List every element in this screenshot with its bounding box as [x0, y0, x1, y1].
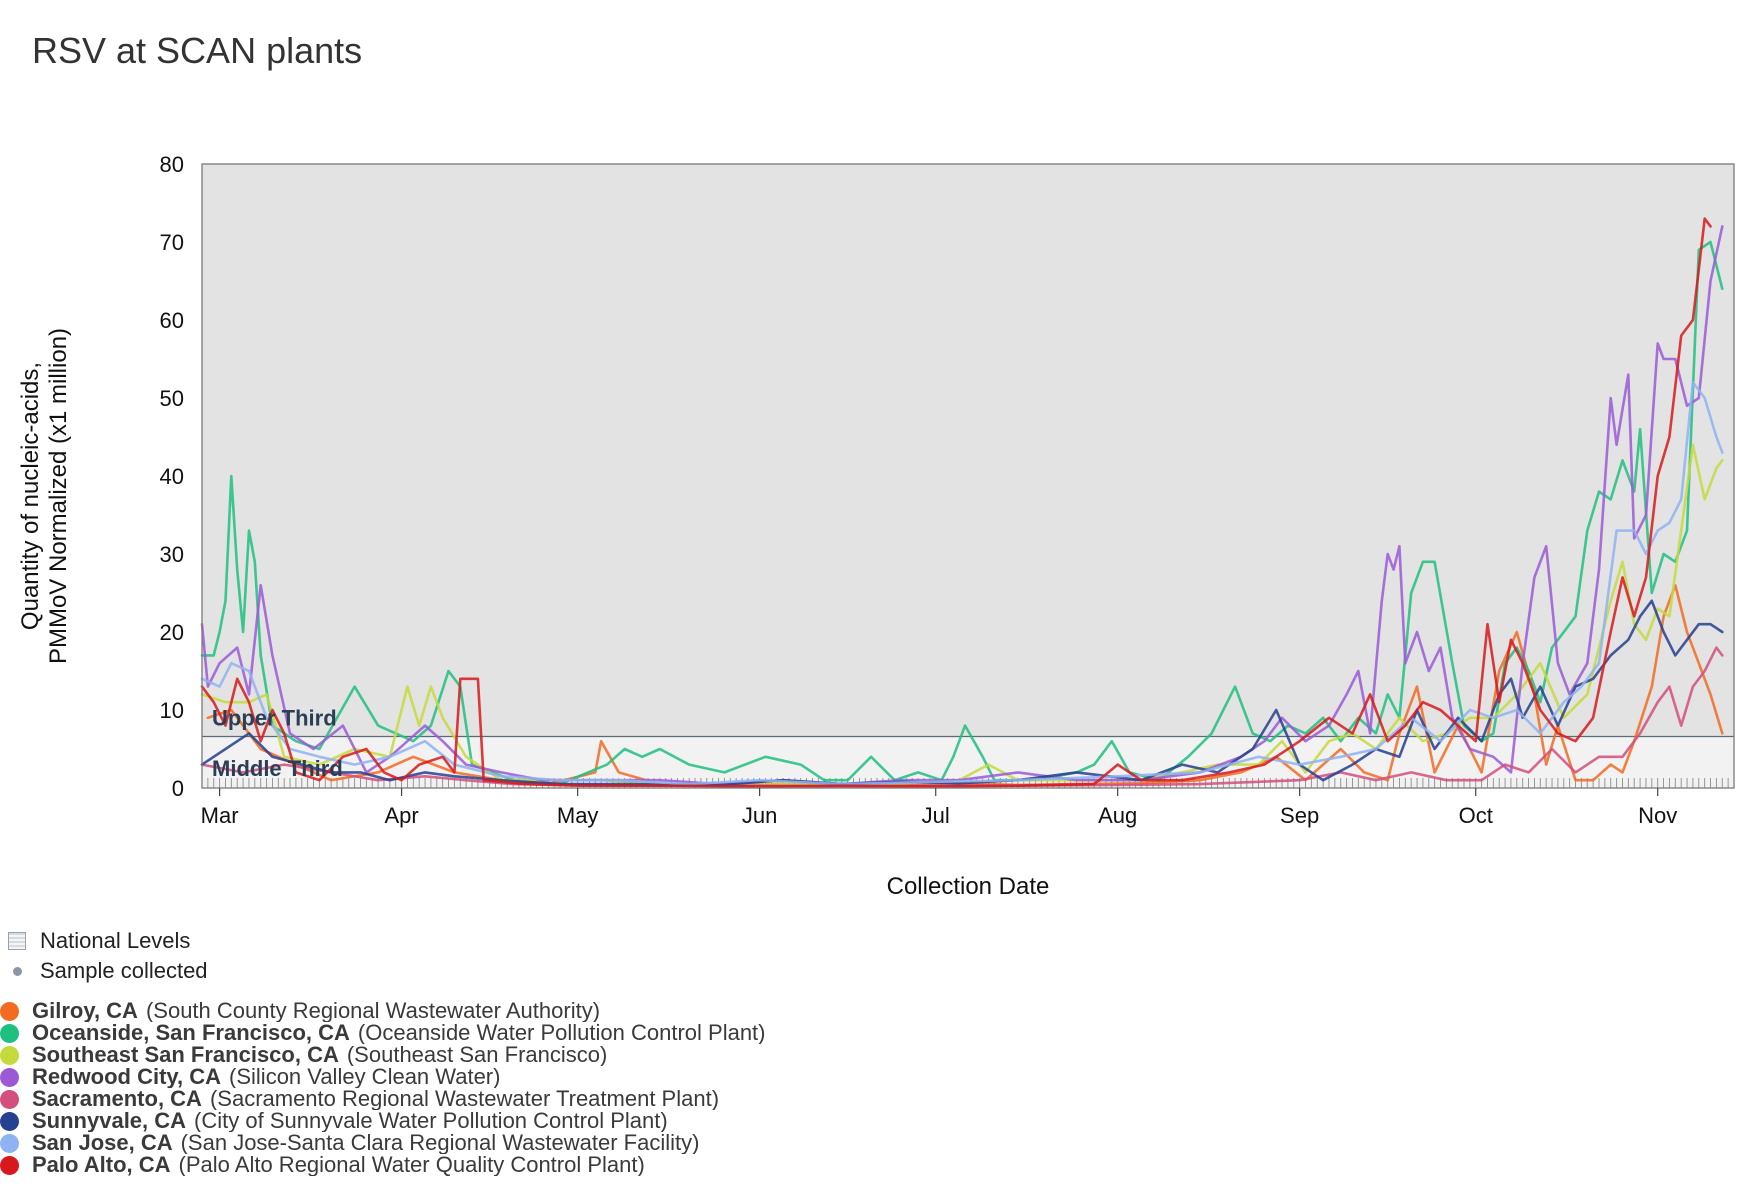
plant-color-dot-icon: [0, 1155, 19, 1175]
plant-name: Sunnyvale, CA: [32, 1110, 187, 1132]
legend-plant-1[interactable]: Oceanside, San Francisco, CA (Oceanside W…: [0, 1022, 766, 1044]
legend-sample-collected[interactable]: Sample collected: [0, 958, 208, 984]
x-tick-label: May: [557, 803, 599, 828]
sample-dot-icon: [8, 962, 26, 980]
band-label-upper: Upper Third: [212, 706, 337, 731]
x-tick-label: Jun: [742, 803, 777, 828]
legend-plant-3[interactable]: Redwood City, CA (Silicon Valley Clean Wa…: [0, 1066, 500, 1088]
plant-name: Palo Alto, CA: [32, 1154, 171, 1176]
plant-name: Oceanside, San Francisco, CA: [32, 1022, 350, 1044]
page-title: RSV at SCAN plants: [32, 30, 363, 71]
plant-name: Redwood City, CA: [32, 1066, 222, 1088]
plant-name: Gilroy, CA: [32, 1000, 138, 1022]
plant-name: Sacramento, CA: [32, 1088, 202, 1110]
plant-color-dot-icon: [0, 1089, 19, 1109]
series-line-4[interactable]: [200, 646, 1724, 788]
band-label-middle: Middle Third: [212, 756, 343, 781]
legend-plant-4[interactable]: Sacramento, CA (Sacramento Regional Waste…: [0, 1088, 719, 1110]
y-tick-label: 20: [160, 620, 184, 645]
plant-color-dot-icon: [0, 1045, 19, 1065]
y-axis-label-line: Quantity of nucleic-acids,: [17, 362, 44, 630]
plant-facility: (South County Regional Wastewater Author…: [145, 1000, 601, 1022]
legend-plant-0[interactable]: Gilroy, CA (South County Regional Wastewa…: [0, 1000, 600, 1022]
y-tick-label: 0: [172, 776, 184, 801]
plant-facility: (City of Sunnyvale Water Pollution Contr…: [194, 1110, 668, 1132]
rsv-line-chart: Upper Third Middle Third 0 10 20 30 40 50 60 70 80…: [17, 152, 1735, 900]
y-tick-label: 70: [160, 230, 184, 255]
y-tick-label: 50: [160, 386, 184, 411]
plant-facility: (Silicon Valley Clean Water): [229, 1066, 501, 1088]
x-tick-label: Mar: [201, 803, 239, 828]
x-axis-label: Collection Date: [887, 873, 1050, 900]
y-tick-label: 40: [160, 464, 184, 489]
series-line-7[interactable]: [200, 217, 1712, 788]
legend-plant-2[interactable]: Southeast San Francisco, CA (Southeast Sa…: [0, 1044, 607, 1066]
plant-color-dot-icon: [0, 1001, 19, 1021]
plant-name: Southeast San Francisco, CA: [32, 1044, 339, 1066]
y-tick-label: 80: [160, 152, 184, 177]
legend-national-levels[interactable]: National Levels: [0, 928, 190, 954]
x-tick-label: Jul: [922, 803, 950, 828]
x-tick-label: Sep: [1280, 803, 1319, 828]
legend-plant-7[interactable]: Palo Alto, CA (Palo Alto Regional Water Q…: [0, 1154, 645, 1176]
series-line-1[interactable]: [200, 240, 1724, 786]
plant-color-dot-icon: [0, 1067, 19, 1087]
plant-facility: (Palo Alto Regional Water Quality Contro…: [178, 1154, 645, 1176]
series-line-6[interactable]: [200, 381, 1724, 786]
legend-plant-5[interactable]: Sunnyvale, CA (City of Sunnyvale Water Po…: [0, 1110, 668, 1132]
x-tick-label: Oct: [1459, 803, 1493, 828]
y-tick-label: 10: [160, 698, 184, 723]
y-axis-label: Quantity of nucleic-acids, PMMoV Normaliz…: [17, 328, 72, 664]
plant-color-dot-icon: [0, 1023, 19, 1043]
legend-sample-collected-label: Sample collected: [40, 958, 208, 983]
x-tick-label: Nov: [1638, 803, 1677, 828]
band-0: [202, 164, 1734, 737]
legend-national-levels-label: National Levels: [40, 928, 191, 953]
legend-plant-6[interactable]: San Jose, CA (San Jose-Santa Clara Region…: [0, 1132, 699, 1154]
x-tick-label: Apr: [384, 803, 418, 828]
plant-facility: (Southeast San Francisco): [346, 1044, 608, 1066]
plant-name: San Jose, CA: [32, 1132, 173, 1154]
x-tick-label: Aug: [1098, 803, 1137, 828]
plant-facility: (San Jose-Santa Clara Regional Wastewate…: [180, 1132, 700, 1154]
y-tick-label: 60: [160, 308, 184, 333]
plot-frame: [201, 163, 1735, 789]
y-tick-label: 30: [160, 542, 184, 567]
plant-color-dot-icon: [0, 1133, 19, 1153]
national-levels-icon: [8, 932, 26, 950]
y-axis-label-line: PMMoV Normalized (x1 million): [45, 328, 72, 664]
plant-color-dot-icon: [0, 1111, 19, 1131]
plant-facility: (Sacramento Regional Wastewater Treatmen…: [209, 1088, 720, 1110]
plant-facility: (Oceanside Water Pollution Control Plant…: [357, 1022, 766, 1044]
